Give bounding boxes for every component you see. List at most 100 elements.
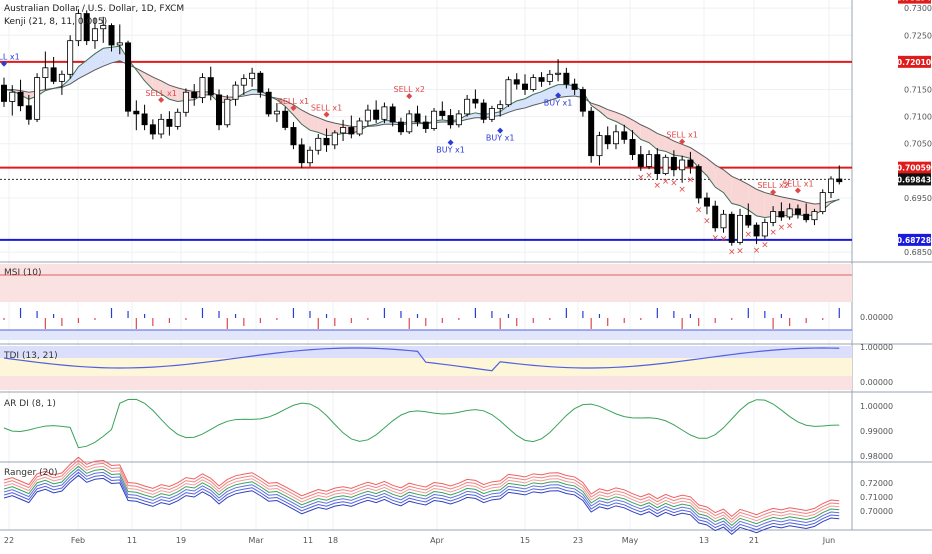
ardi-y-tick-2: 0.98000 (860, 452, 893, 461)
candle-body-49 (406, 113, 413, 133)
sell-cross-marker-8: × (703, 216, 711, 226)
ranger-y-tick-0: 0.72000 (860, 479, 893, 488)
kenji-cloud-segment-84 (698, 152, 707, 176)
candle-body-7 (58, 73, 65, 82)
candle-body-70 (579, 89, 586, 112)
candle-body-14 (116, 42, 123, 46)
candle-body-69 (571, 83, 578, 90)
candle-body-71 (588, 110, 595, 157)
candle-body-24 (199, 77, 206, 99)
candle-body-90 (745, 214, 752, 226)
candle-body-91 (753, 224, 760, 237)
signal-label-1: SELL x1 (145, 89, 176, 98)
candle-body-11 (91, 28, 98, 42)
signal-label-9: SELL x2 (757, 181, 788, 190)
candle-body-15 (125, 42, 132, 112)
candle-body-66 (546, 73, 553, 82)
kenji-cloud-segment-79 (657, 133, 666, 152)
candle-body-9 (75, 13, 82, 42)
x-tick-label-10: May (622, 536, 639, 545)
candle-body-26 (216, 94, 223, 126)
x-tick-label-11: 13 (699, 536, 709, 545)
price-tag-2: 0.70059 (897, 164, 931, 173)
x-tick-label-1: Feb (71, 536, 85, 545)
signal-marker-10 (794, 187, 801, 194)
candle-body-75 (621, 131, 628, 140)
candle-body-31 (257, 72, 264, 93)
candle-body-19 (158, 118, 165, 135)
candle-body-20 (166, 118, 173, 127)
candle-body-56 (464, 98, 471, 115)
candle-body-60 (497, 104, 504, 109)
signal-marker-3 (323, 111, 330, 118)
sell-cross-marker-11: × (728, 248, 736, 258)
sell-cross-marker-3: × (662, 177, 670, 187)
tdi-y-tick-1: 0.00000 (860, 378, 893, 387)
candle-body-18 (149, 124, 156, 135)
candle-body-33 (273, 110, 280, 115)
msi-upper-band (0, 264, 852, 302)
ranger-line-2 (3, 462, 840, 524)
ranger-y-tick-1: 0.71000 (860, 493, 893, 502)
kenji-cloud-segment-88 (731, 176, 741, 206)
ranger-line-0 (3, 456, 840, 518)
tdi-line (3, 347, 840, 372)
price-tag-bg-4 (898, 233, 931, 246)
candle-body-30 (249, 72, 256, 80)
candle-body-87 (720, 213, 727, 229)
candle-body-81 (670, 156, 677, 171)
kenji-cloud-segment-64 (533, 91, 542, 106)
candle-body-89 (737, 214, 744, 243)
candle-body-55 (455, 113, 462, 126)
candle-body-65 (538, 77, 545, 82)
candle-body-53 (439, 110, 446, 116)
price-tag-bg-2 (898, 161, 931, 174)
candle-body-39 (323, 137, 330, 146)
sell-cross-marker-2: × (654, 181, 662, 191)
candle-body-79 (654, 154, 661, 174)
ranger-line-6 (3, 474, 840, 536)
candle-body-94 (778, 211, 785, 218)
candle-body-54 (447, 115, 454, 126)
kenji-cloud-segment-20 (169, 85, 178, 102)
candle-body-82 (679, 159, 686, 171)
signal-label-4: SELL x2 (394, 85, 425, 94)
x-tick-label-13: Jun (822, 536, 836, 545)
kenji-cloud-segment-9 (78, 60, 87, 79)
candle-body-37 (306, 149, 313, 164)
signal-marker-1 (158, 96, 165, 103)
sell-cross-marker-17: × (778, 223, 786, 233)
candle-body-13 (108, 25, 115, 46)
kenji-cloud-segment-81 (673, 141, 683, 157)
candle-body-45 (373, 109, 380, 120)
candle-body-22 (182, 91, 189, 113)
candle-body-72 (596, 135, 603, 157)
candle-body-101 (836, 178, 843, 183)
x-tick-label-2: 11 (127, 536, 137, 545)
indicator-legend: Kenji (21, 8, 11, 0.005) (4, 17, 108, 27)
candle-body-8 (67, 40, 74, 75)
candle-body-64 (530, 77, 537, 90)
signal-label-2: SELL x1 (278, 97, 309, 106)
signal-marker-8 (679, 138, 686, 145)
sell-cross-marker-1: × (645, 171, 653, 181)
candle-body-12 (100, 25, 107, 30)
candle-body-46 (381, 106, 388, 120)
kenji-cloud-segment-77 (640, 124, 650, 143)
signal-label-6: BUY x1 (486, 134, 515, 143)
price-tag-bg-3 (898, 173, 931, 186)
signal-marker-2 (290, 105, 297, 112)
x-tick-label-5: 11 (303, 536, 313, 545)
kenji-cloud-segment-85 (706, 158, 716, 188)
ranger-line-5 (3, 471, 840, 533)
candle-body-25 (207, 77, 214, 96)
price-tag-bg-0 (898, 0, 931, 4)
kenji-cloud-segment-86 (715, 164, 724, 193)
kenji-cloud-segment-37 (309, 114, 319, 133)
candle-body-34 (282, 110, 289, 128)
kenji-cloud-segment-91 (756, 189, 765, 218)
kenji-cloud-segment-67 (558, 84, 567, 98)
